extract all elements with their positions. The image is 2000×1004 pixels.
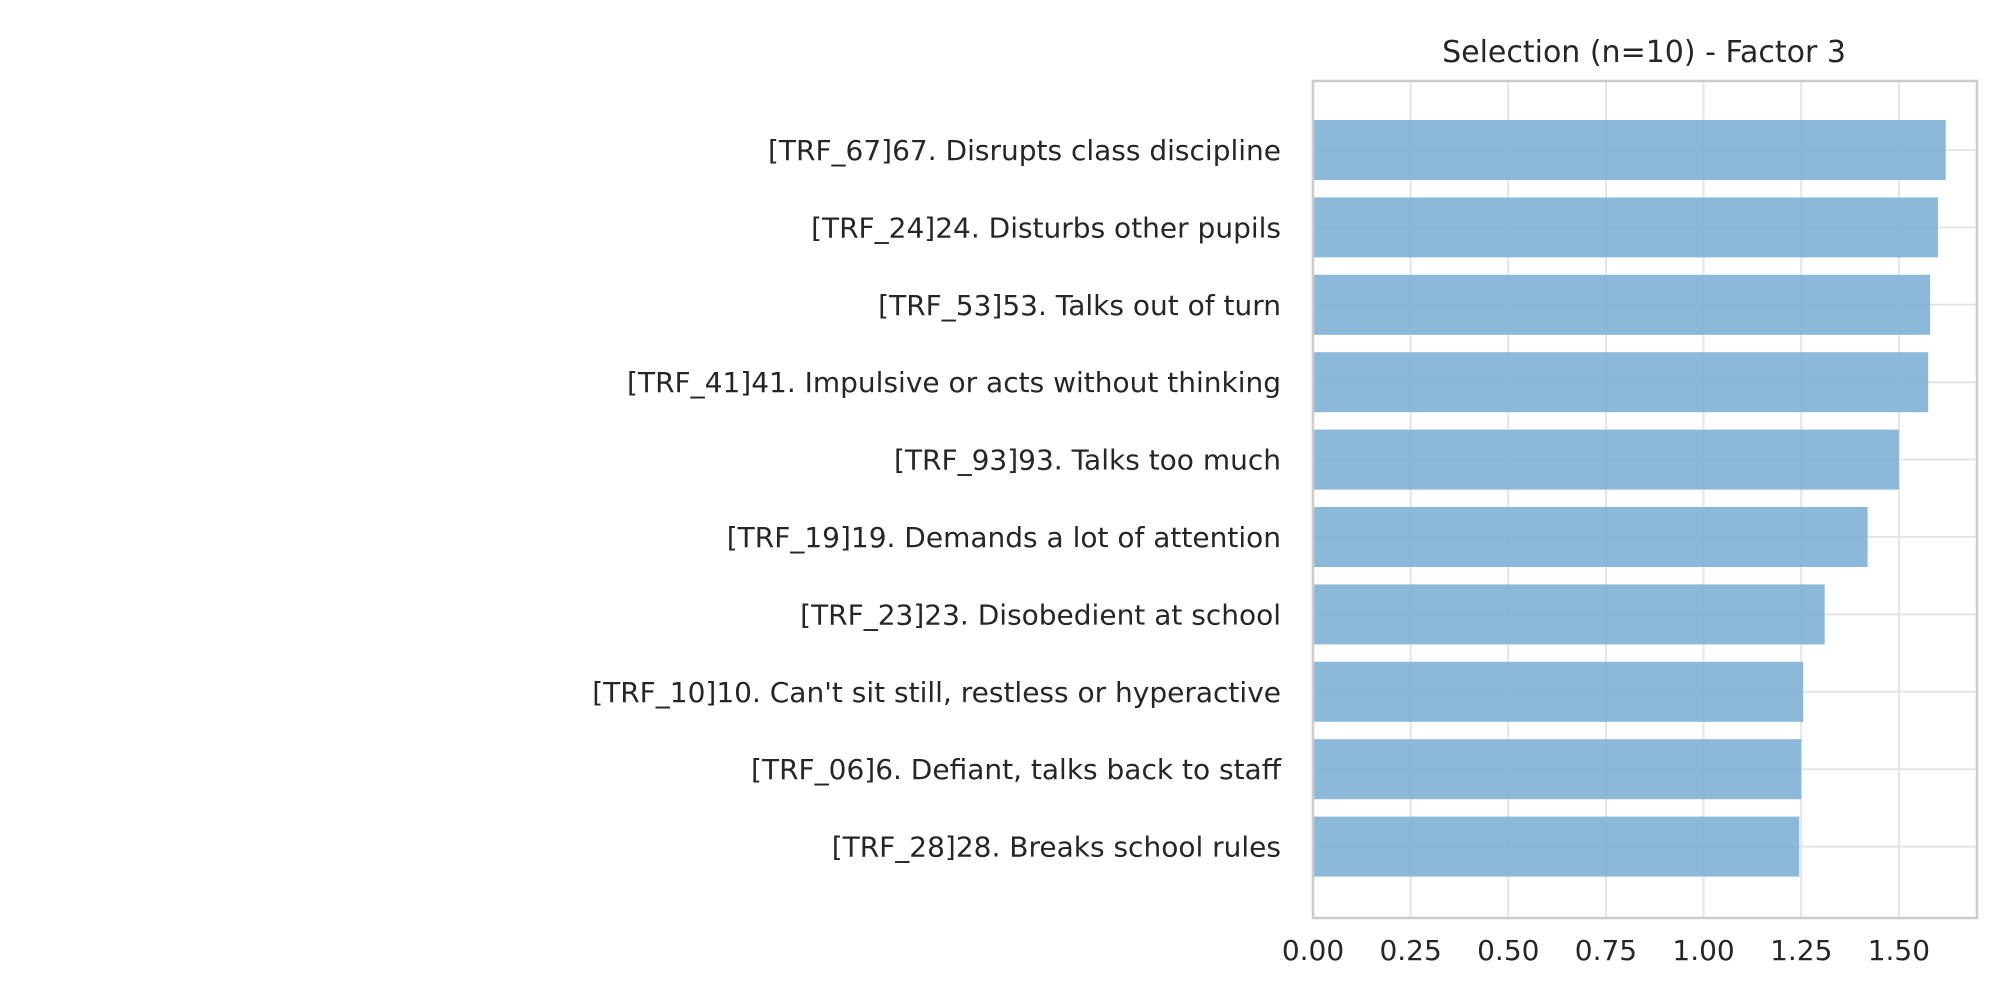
category-label: [TRF_23]23. Disobedient at school: [800, 598, 1281, 631]
bar: [1313, 429, 1899, 490]
bar: [1313, 120, 1946, 180]
bar: [1313, 584, 1825, 645]
category-label: [TRF_24]24. Disturbs other pupils: [811, 211, 1281, 244]
category-label: [TRF_41]41. Impulsive or acts without th…: [627, 366, 1281, 399]
y-tick-labels: [TRF_67]67. Disrupts class discipline [TR…: [592, 134, 1282, 864]
category-label: [TRF_67]67. Disrupts class discipline: [768, 134, 1281, 167]
x-tick-label: 1.50: [1868, 934, 1930, 967]
category-label: [TRF_53]53. Talks out of turn: [878, 289, 1281, 322]
x-tick-label: 0.50: [1477, 934, 1539, 967]
category-label: [TRF_06]6. Defiant, talks back to staff: [751, 753, 1282, 786]
x-tick-label: 0.75: [1575, 934, 1637, 967]
bar: [1313, 507, 1868, 567]
category-label: [TRF_93]93. Talks too much: [894, 444, 1281, 477]
x-tick-labels: 0.00 0.25 0.50 0.75 1.00 1.25 1.50: [1282, 934, 1930, 967]
x-tick-label: 1.00: [1672, 934, 1734, 967]
plot-frame: [1311, 79, 1979, 920]
category-label: [TRF_10]10. Can't sit still, restless or…: [592, 676, 1281, 709]
bar: [1313, 816, 1800, 877]
bar: [1313, 739, 1802, 800]
chart-title: Selection (n=10) - Factor 3: [1442, 35, 1846, 70]
bar: [1313, 274, 1931, 335]
bar: [1313, 197, 1938, 258]
x-tick-label: 1.25: [1770, 934, 1832, 967]
category-label: [TRF_19]19. Demands a lot of attention: [727, 521, 1281, 554]
x-tick-label: 0.25: [1379, 934, 1441, 967]
bars: [1313, 120, 1946, 877]
bar: [1313, 352, 1929, 413]
bar: [1313, 661, 1804, 722]
category-label: [TRF_28]28. Breaks school rules: [832, 831, 1281, 864]
x-tick-label: 0.00: [1282, 934, 1344, 967]
